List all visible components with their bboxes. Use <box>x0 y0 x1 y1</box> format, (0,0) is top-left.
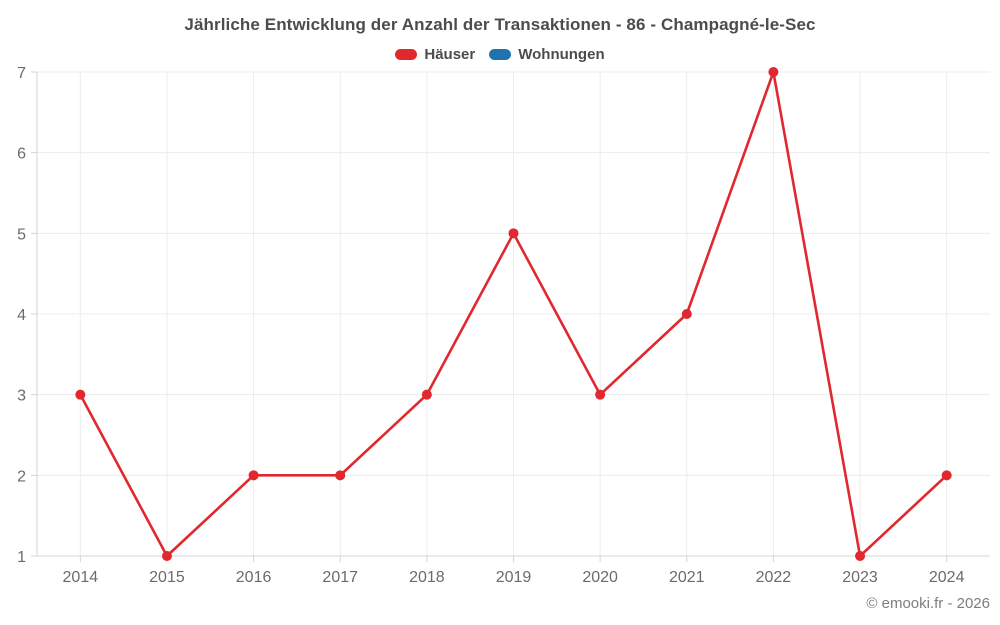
x-tick-label: 2016 <box>236 569 272 586</box>
chart-legend: Häuser Wohnungen <box>0 46 1000 63</box>
data-point-2023[interactable] <box>855 551 866 561</box>
data-point-2020[interactable] <box>595 389 606 400</box>
x-tick-label: 2020 <box>582 569 618 586</box>
y-tick-label: 7 <box>17 65 26 82</box>
x-tick-label: 2014 <box>63 569 99 586</box>
x-tick-label: 2017 <box>322 569 358 586</box>
data-point-2016[interactable] <box>248 470 259 481</box>
x-tick-label: 2019 <box>496 569 532 586</box>
data-point-2015[interactable] <box>161 551 172 561</box>
y-tick-label: 1 <box>17 549 26 566</box>
wohnungen-series-swatch-icon <box>489 49 512 60</box>
legend-item-wohnungen[interactable]: Wohnungen <box>489 46 605 63</box>
legend-item-haeuser[interactable]: Häuser <box>395 46 475 63</box>
data-point-2024[interactable] <box>941 470 952 481</box>
data-point-2014[interactable] <box>75 389 86 400</box>
copyright-text: © emooki.fr - 2026 <box>866 595 990 612</box>
data-point-2019[interactable] <box>508 228 519 239</box>
x-tick-label: 2023 <box>842 569 878 586</box>
haeuser-series-swatch-icon <box>395 49 418 60</box>
y-tick-label: 2 <box>17 468 26 485</box>
y-tick-label: 5 <box>17 226 26 243</box>
legend-label-wohnungen: Wohnungen <box>518 46 605 63</box>
x-tick-label: 2021 <box>669 569 705 586</box>
y-tick-label: 4 <box>17 307 26 324</box>
x-tick-label: 2024 <box>929 569 965 586</box>
data-point-2017[interactable] <box>335 470 346 481</box>
data-point-2018[interactable] <box>421 389 432 400</box>
data-point-2021[interactable] <box>681 309 692 319</box>
legend-label-haeuser: Häuser <box>424 46 476 63</box>
data-point-2022[interactable] <box>768 67 779 77</box>
chart-title: Jährliche Entwicklung der Anzahl der Tra… <box>184 15 816 34</box>
x-tick-label: 2018 <box>409 569 445 586</box>
x-tick-label: 2022 <box>756 569 792 586</box>
x-tick-label: 2015 <box>149 569 185 586</box>
y-tick-label: 3 <box>17 388 26 405</box>
y-tick-label: 6 <box>17 146 26 163</box>
